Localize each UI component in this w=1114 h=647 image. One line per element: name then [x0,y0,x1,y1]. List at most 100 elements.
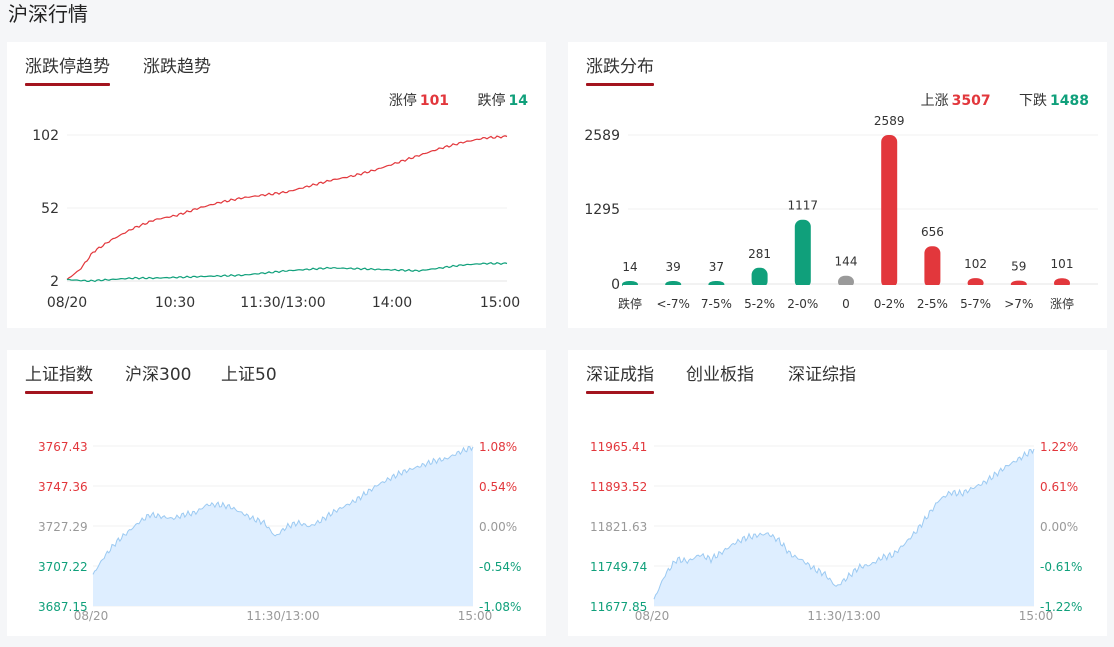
category-label: 5-2% [744,297,775,311]
x-tick: 14:00 [372,295,412,311]
distribution-bar [751,267,768,288]
y-tick: 2589 [584,128,620,144]
rise-count-value: 3507 [951,93,991,109]
bar-value-label: 39 [666,260,681,274]
distribution-bar [794,219,811,288]
sh-index-area [93,446,473,606]
x-tick: 11:30/13:00 [807,609,880,623]
fall-count-value: 1488 [1050,93,1089,109]
right-tick: -1.22% [1040,600,1082,614]
y-tick: 0 [611,277,620,293]
bar-value-label: 14 [622,260,637,274]
tab-szse-component[interactable]: 深证成指 [586,360,654,394]
sh-index-line [92,445,474,575]
distribution-bar [924,246,941,288]
x-tick: 10:30 [155,295,195,311]
left-tick: 11821.63 [590,520,647,534]
right-tick: 0.54% [479,480,517,494]
y-tick: 2 [50,274,59,290]
category-label: 涨停 [1050,296,1074,311]
bar-value-label: 101 [1051,257,1074,271]
rise-fall-distribution-card: 涨跌分布 上涨 3507 下跌 1488 2589 1295 0 14 跌停 39 <-7… [568,42,1107,328]
left-tick: 3747.36 [38,480,88,494]
sh-index-chart: 3767.43 3747.36 3727.29 3707.22 3687.15 … [38,440,521,623]
bar-value-label: 1117 [788,199,819,213]
limit-up-series-line [66,135,508,280]
tab-szse-composite[interactable]: 深证综指 [788,365,856,385]
tab-sse50[interactable]: 上证50 [221,365,277,385]
right-tick: 0.61% [1040,480,1078,494]
left-tick: 3767.43 [38,440,88,454]
distribution-bar [881,135,898,288]
category-label: 0-2% [874,297,905,311]
sz-index-line [653,448,1035,600]
bar-value-label: 144 [835,255,858,269]
category-label: 0 [842,297,850,311]
y-tick: 102 [32,128,59,144]
sz-index-area [654,449,1034,606]
limit-trend-card: 涨跌停趋势 涨跌趋势 涨停 101 跌停 14 102 52 2 08/20 10:… [7,42,546,328]
tab-distribution[interactable]: 涨跌分布 [586,52,654,86]
y-tick: 1295 [584,202,620,218]
limit-trend-chart: 102 52 2 08/20 10:30 11:30/13:00 14:00 1… [32,128,520,311]
category-label: 2-5% [917,297,948,311]
distribution-bars: 14 跌停 39 <-7% 37 7-5% 281 5-2% 1117 2-0% 144 0 2589 0… [618,114,1093,311]
category-label: >7% [1004,297,1033,311]
distribution-chart: 2589 1295 0 14 跌停 39 <-7% 37 7-5% 281 5-2% 1117 2… [584,114,1098,311]
category-label: <-7% [656,297,689,311]
category-label: 5-7% [960,297,991,311]
right-tick: 0.00% [479,520,517,534]
baseline-mask [623,285,1093,293]
limit-up-value: 101 [419,93,450,109]
category-label: 跌停 [618,296,642,311]
fall-count-label: 下跌 [1019,93,1048,109]
x-tick: 15:00 [1019,609,1054,623]
right-tick: -1.08% [479,600,521,614]
bar-value-label: 102 [964,257,987,271]
bar-value-label: 656 [921,225,944,239]
right-tick: 1.22% [1040,440,1078,454]
tab-chinext[interactable]: 创业板指 [686,365,754,385]
right-tick: 0.00% [1040,520,1078,534]
y-tick: 52 [41,201,59,217]
x-tick: 08/20 [635,609,670,623]
left-tick: 11893.52 [590,480,647,494]
rise-count-label: 上涨 [920,93,949,109]
limit-down-series-line [66,262,508,283]
x-tick: 15:00 [480,295,520,311]
distribution-bar [838,275,854,288]
left-tick: 11677.85 [590,600,647,614]
x-tick: 11:30/13:00 [246,609,319,623]
x-tick: 11:30/13:00 [240,295,325,311]
category-label: 2-0% [787,297,818,311]
bar-value-label: 59 [1011,260,1026,274]
limit-up-label: 涨停 [388,93,417,109]
tab-csi300[interactable]: 沪深300 [125,365,192,385]
limit-legend: 涨停 101 跌停 14 [389,90,528,110]
x-tick: 08/20 [47,295,87,311]
limit-down-value: 14 [508,93,528,109]
sz-index-card: 深证成指 创业板指 深证综指 11965.41 11893.52 11821.6… [568,350,1107,636]
category-label: 7-5% [701,297,732,311]
left-tick: 3727.29 [38,520,88,534]
x-tick: 08/20 [74,609,109,623]
bar-value-label: 37 [709,260,724,274]
right-tick: -0.54% [479,560,521,574]
tab-rise-fall-trend[interactable]: 涨跌趋势 [143,57,211,77]
right-tick: 1.08% [479,440,517,454]
left-tick: 3687.15 [38,600,88,614]
left-tick: 3707.22 [38,560,88,574]
tab-limit-trend[interactable]: 涨跌停趋势 [25,52,110,86]
bar-value-label: 2589 [874,114,905,128]
right-tick: -0.61% [1040,560,1082,574]
limit-down-label: 跌停 [477,93,506,109]
left-tick: 11749.74 [590,560,647,574]
tab-sse-composite[interactable]: 上证指数 [25,360,93,394]
distribution-legend: 上涨 3507 下跌 1488 [921,90,1089,110]
x-tick: 15:00 [458,609,493,623]
bar-value-label: 281 [748,247,771,261]
page-title: 沪深行情 [8,2,88,26]
sh-index-card: 上证指数 沪深300 上证50 3767.43 3747.36 3727.29 … [7,350,546,636]
left-tick: 11965.41 [590,440,647,454]
sz-index-chart: 11965.41 11893.52 11821.63 11749.74 1167… [590,440,1082,623]
